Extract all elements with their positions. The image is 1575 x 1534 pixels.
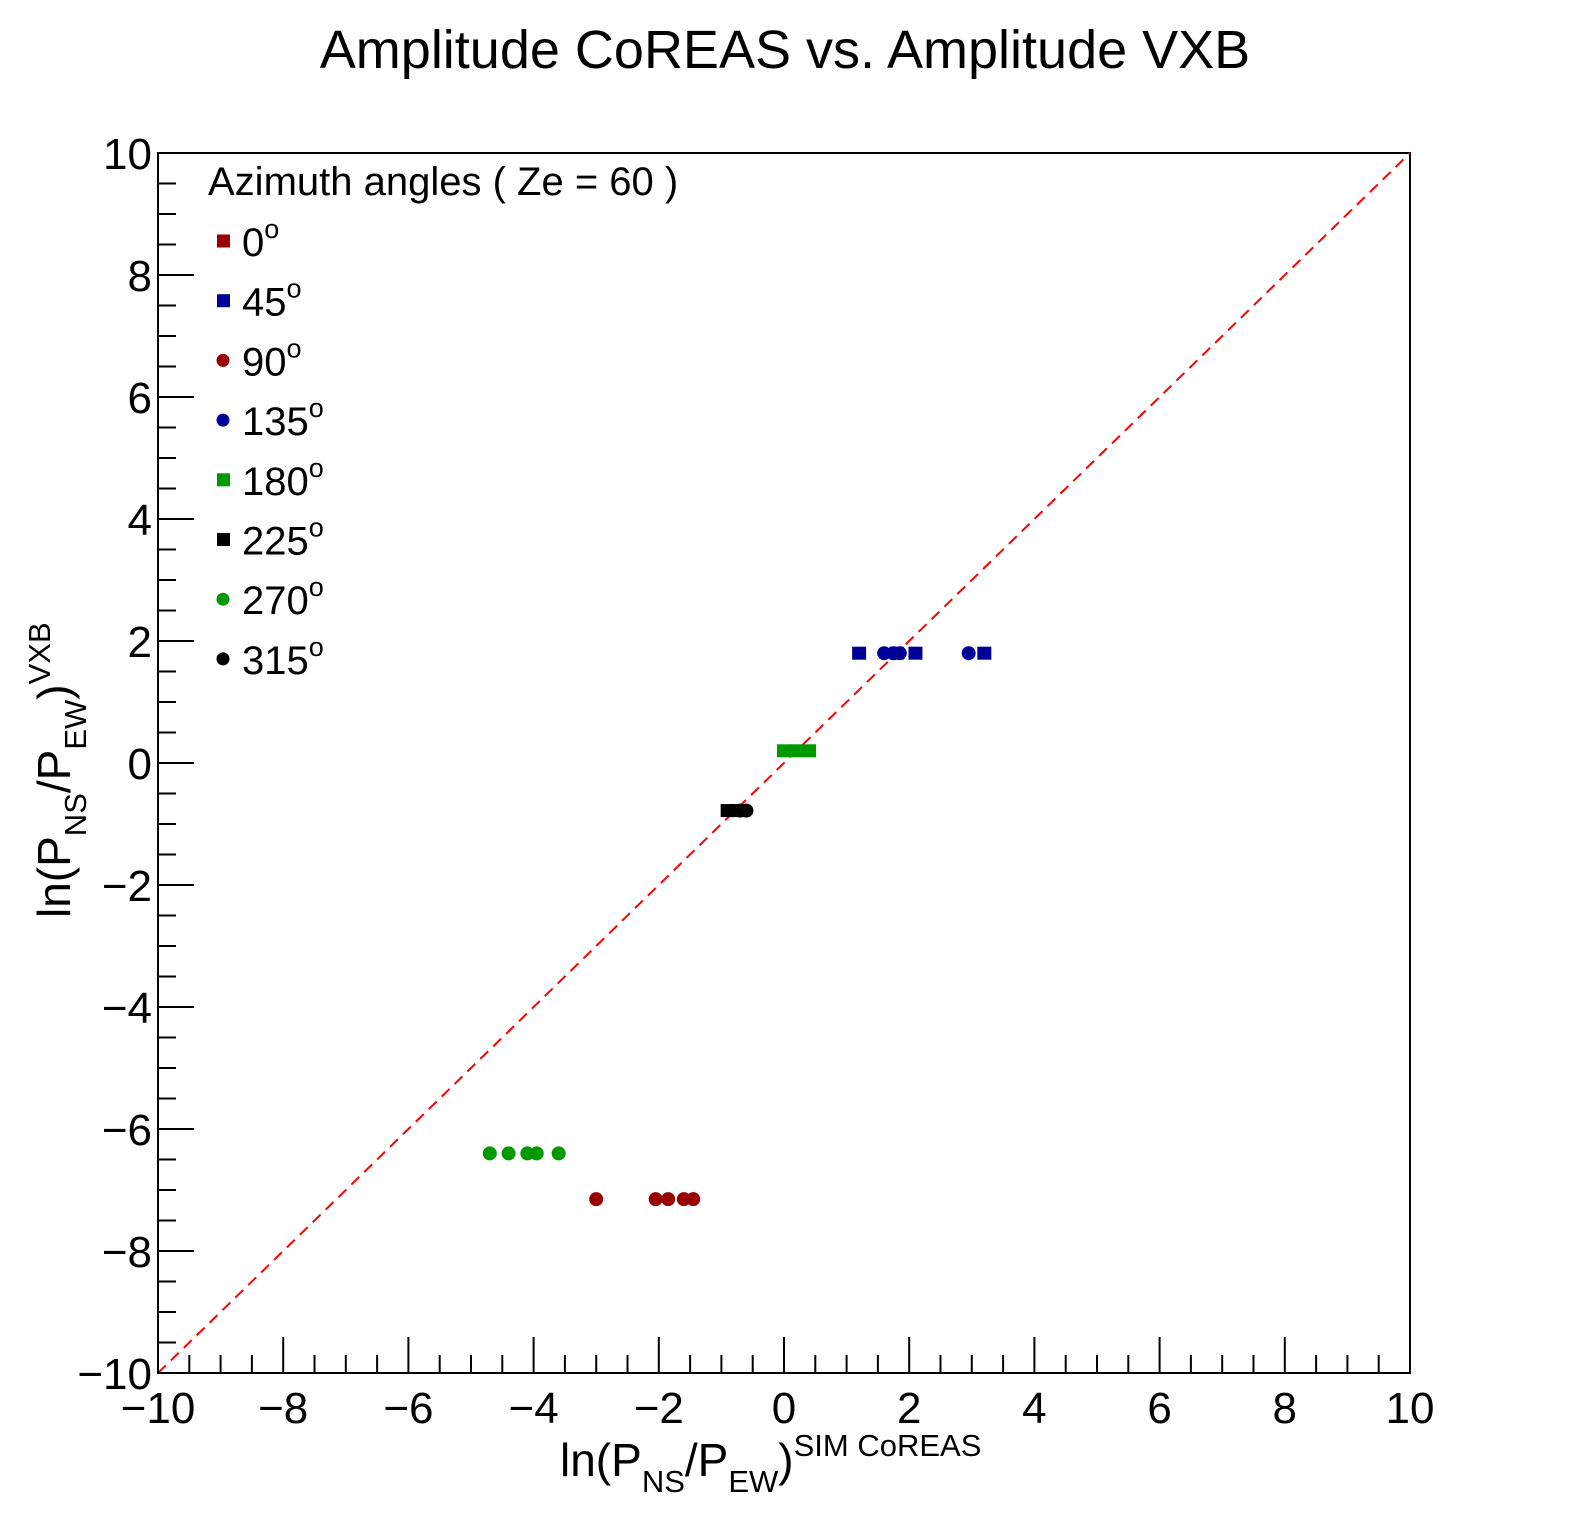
data-point-circle bbox=[961, 646, 976, 661]
x-tick-label: −4 bbox=[509, 1384, 559, 1433]
x-tick-label: 6 bbox=[1147, 1384, 1171, 1433]
data-point-circle bbox=[892, 646, 907, 661]
y-tick-label: 10 bbox=[103, 130, 152, 179]
data-points bbox=[482, 646, 992, 1207]
y-tick-label: 0 bbox=[128, 740, 152, 789]
chart-title: Amplitude CoREAS vs. Amplitude VXB bbox=[320, 20, 1250, 80]
data-point-square bbox=[777, 744, 791, 758]
axis-ticks bbox=[157, 152, 1411, 1374]
y-tick-label: −10 bbox=[77, 1350, 152, 1399]
legend-title: Azimuth angles ( Ze = 60 ) bbox=[208, 160, 678, 204]
legend-marker-square bbox=[217, 473, 230, 487]
legend-label: 315o bbox=[242, 632, 324, 683]
data-point-circle bbox=[529, 1146, 544, 1161]
y-tick-label: 6 bbox=[128, 374, 152, 423]
x-tick-label: −8 bbox=[258, 1384, 308, 1433]
y-tick-label: 8 bbox=[128, 252, 152, 301]
data-point-square bbox=[908, 646, 923, 660]
legend-label: 45o bbox=[242, 274, 302, 325]
data-point-circle bbox=[501, 1146, 516, 1161]
y-tick-label: −4 bbox=[102, 984, 152, 1033]
y-tick-label: −6 bbox=[102, 1106, 152, 1155]
x-tick-label: 10 bbox=[1386, 1384, 1435, 1433]
legend-label: 135o bbox=[242, 393, 324, 444]
y-tick-label: −8 bbox=[102, 1228, 152, 1277]
x-tick-label: 0 bbox=[772, 1384, 796, 1433]
data-point-circle bbox=[648, 1192, 663, 1207]
legend-item: 180o bbox=[217, 453, 324, 504]
legend-label: 0o bbox=[242, 214, 279, 265]
data-point-circle bbox=[589, 1192, 604, 1207]
data-point-square bbox=[789, 744, 804, 758]
data-point-square bbox=[852, 646, 867, 660]
y-tick-label: −2 bbox=[102, 862, 152, 911]
x-tick-label: −6 bbox=[383, 1384, 433, 1433]
legend-item: 270o bbox=[216, 572, 324, 623]
data-point-circle bbox=[686, 1192, 701, 1207]
data-point-circle bbox=[551, 1146, 566, 1161]
data-point-square bbox=[802, 744, 817, 758]
x-tick-label: −2 bbox=[634, 1384, 684, 1433]
legend-label: 90o bbox=[242, 333, 302, 384]
legend-item: 45o bbox=[217, 274, 302, 325]
data-point-circle bbox=[482, 1146, 497, 1161]
legend-marker-circle bbox=[216, 652, 230, 666]
y-tick-label: 4 bbox=[128, 496, 152, 545]
x-axis-label: ln(PNS/PEW)SIM CoREAS bbox=[560, 1428, 981, 1499]
data-point-circle bbox=[661, 1192, 676, 1207]
legend-item: 90o bbox=[216, 333, 302, 384]
legend-label: 270o bbox=[242, 572, 324, 623]
legend-marker-square bbox=[217, 533, 230, 546]
data-point-circle bbox=[739, 803, 754, 818]
legend: Azimuth angles ( Ze = 60 ) 0o 45o 90o 135o 1… bbox=[208, 160, 678, 683]
x-tick-label: 4 bbox=[1022, 1384, 1046, 1433]
x-tick-label: 8 bbox=[1273, 1384, 1297, 1433]
legend-item: 0o bbox=[217, 214, 279, 265]
y-tick-label: 2 bbox=[128, 618, 152, 667]
legend-label: 180o bbox=[242, 453, 324, 504]
y-tick-labels: −10 −8 −6 −4 −2 0 2 4 6 8 10 bbox=[77, 130, 152, 1399]
legend-item: 135o bbox=[216, 393, 324, 444]
legend-item: 315o bbox=[216, 632, 324, 683]
reference-line bbox=[157, 152, 1411, 1374]
x-tick-labels: −10 −8 −6 −4 −2 0 2 4 6 8 10 bbox=[121, 1384, 1435, 1433]
legend-marker-circle bbox=[216, 413, 230, 427]
legend-marker-square bbox=[217, 294, 230, 308]
legend-item: 225o bbox=[217, 513, 324, 564]
legend-marker-circle bbox=[216, 592, 230, 606]
legend-marker-circle bbox=[216, 353, 230, 367]
legend-marker-square bbox=[217, 234, 230, 248]
diagonal-reference-line bbox=[157, 152, 1411, 1374]
x-tick-label: −10 bbox=[121, 1384, 196, 1433]
legend-label: 225o bbox=[242, 513, 324, 564]
data-point-square bbox=[977, 646, 992, 660]
x-tick-label: 2 bbox=[897, 1384, 921, 1433]
y-axis-label: ln(PNS/PEW)VXB bbox=[22, 622, 93, 918]
